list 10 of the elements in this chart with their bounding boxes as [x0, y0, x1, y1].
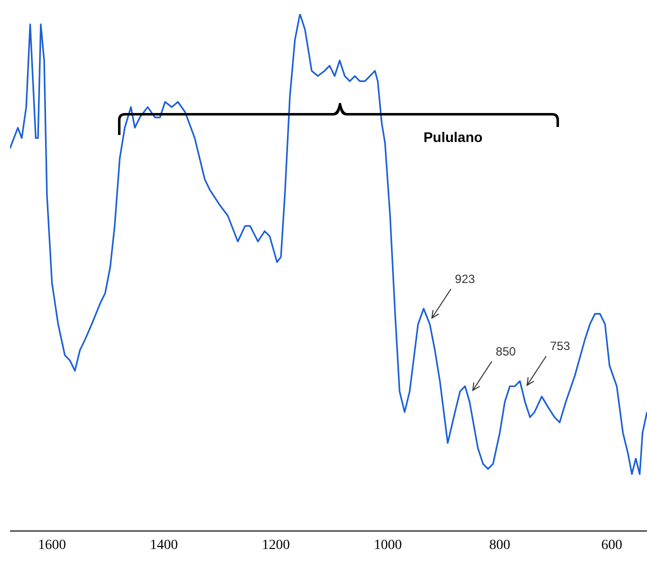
x-tick-label: 600	[601, 538, 622, 553]
annotation: 923	[454, 272, 476, 286]
annotation: 850	[496, 344, 516, 358]
annotation: 753	[550, 339, 570, 354]
x-tick-label: 1200	[262, 538, 290, 553]
x-tick-label: 800	[489, 538, 510, 553]
x-tick-label: 1400	[150, 538, 178, 553]
x-tick-label: 1000	[374, 538, 402, 553]
annotation: Pululano	[423, 129, 483, 145]
x-tick-label: 1600	[38, 538, 66, 553]
